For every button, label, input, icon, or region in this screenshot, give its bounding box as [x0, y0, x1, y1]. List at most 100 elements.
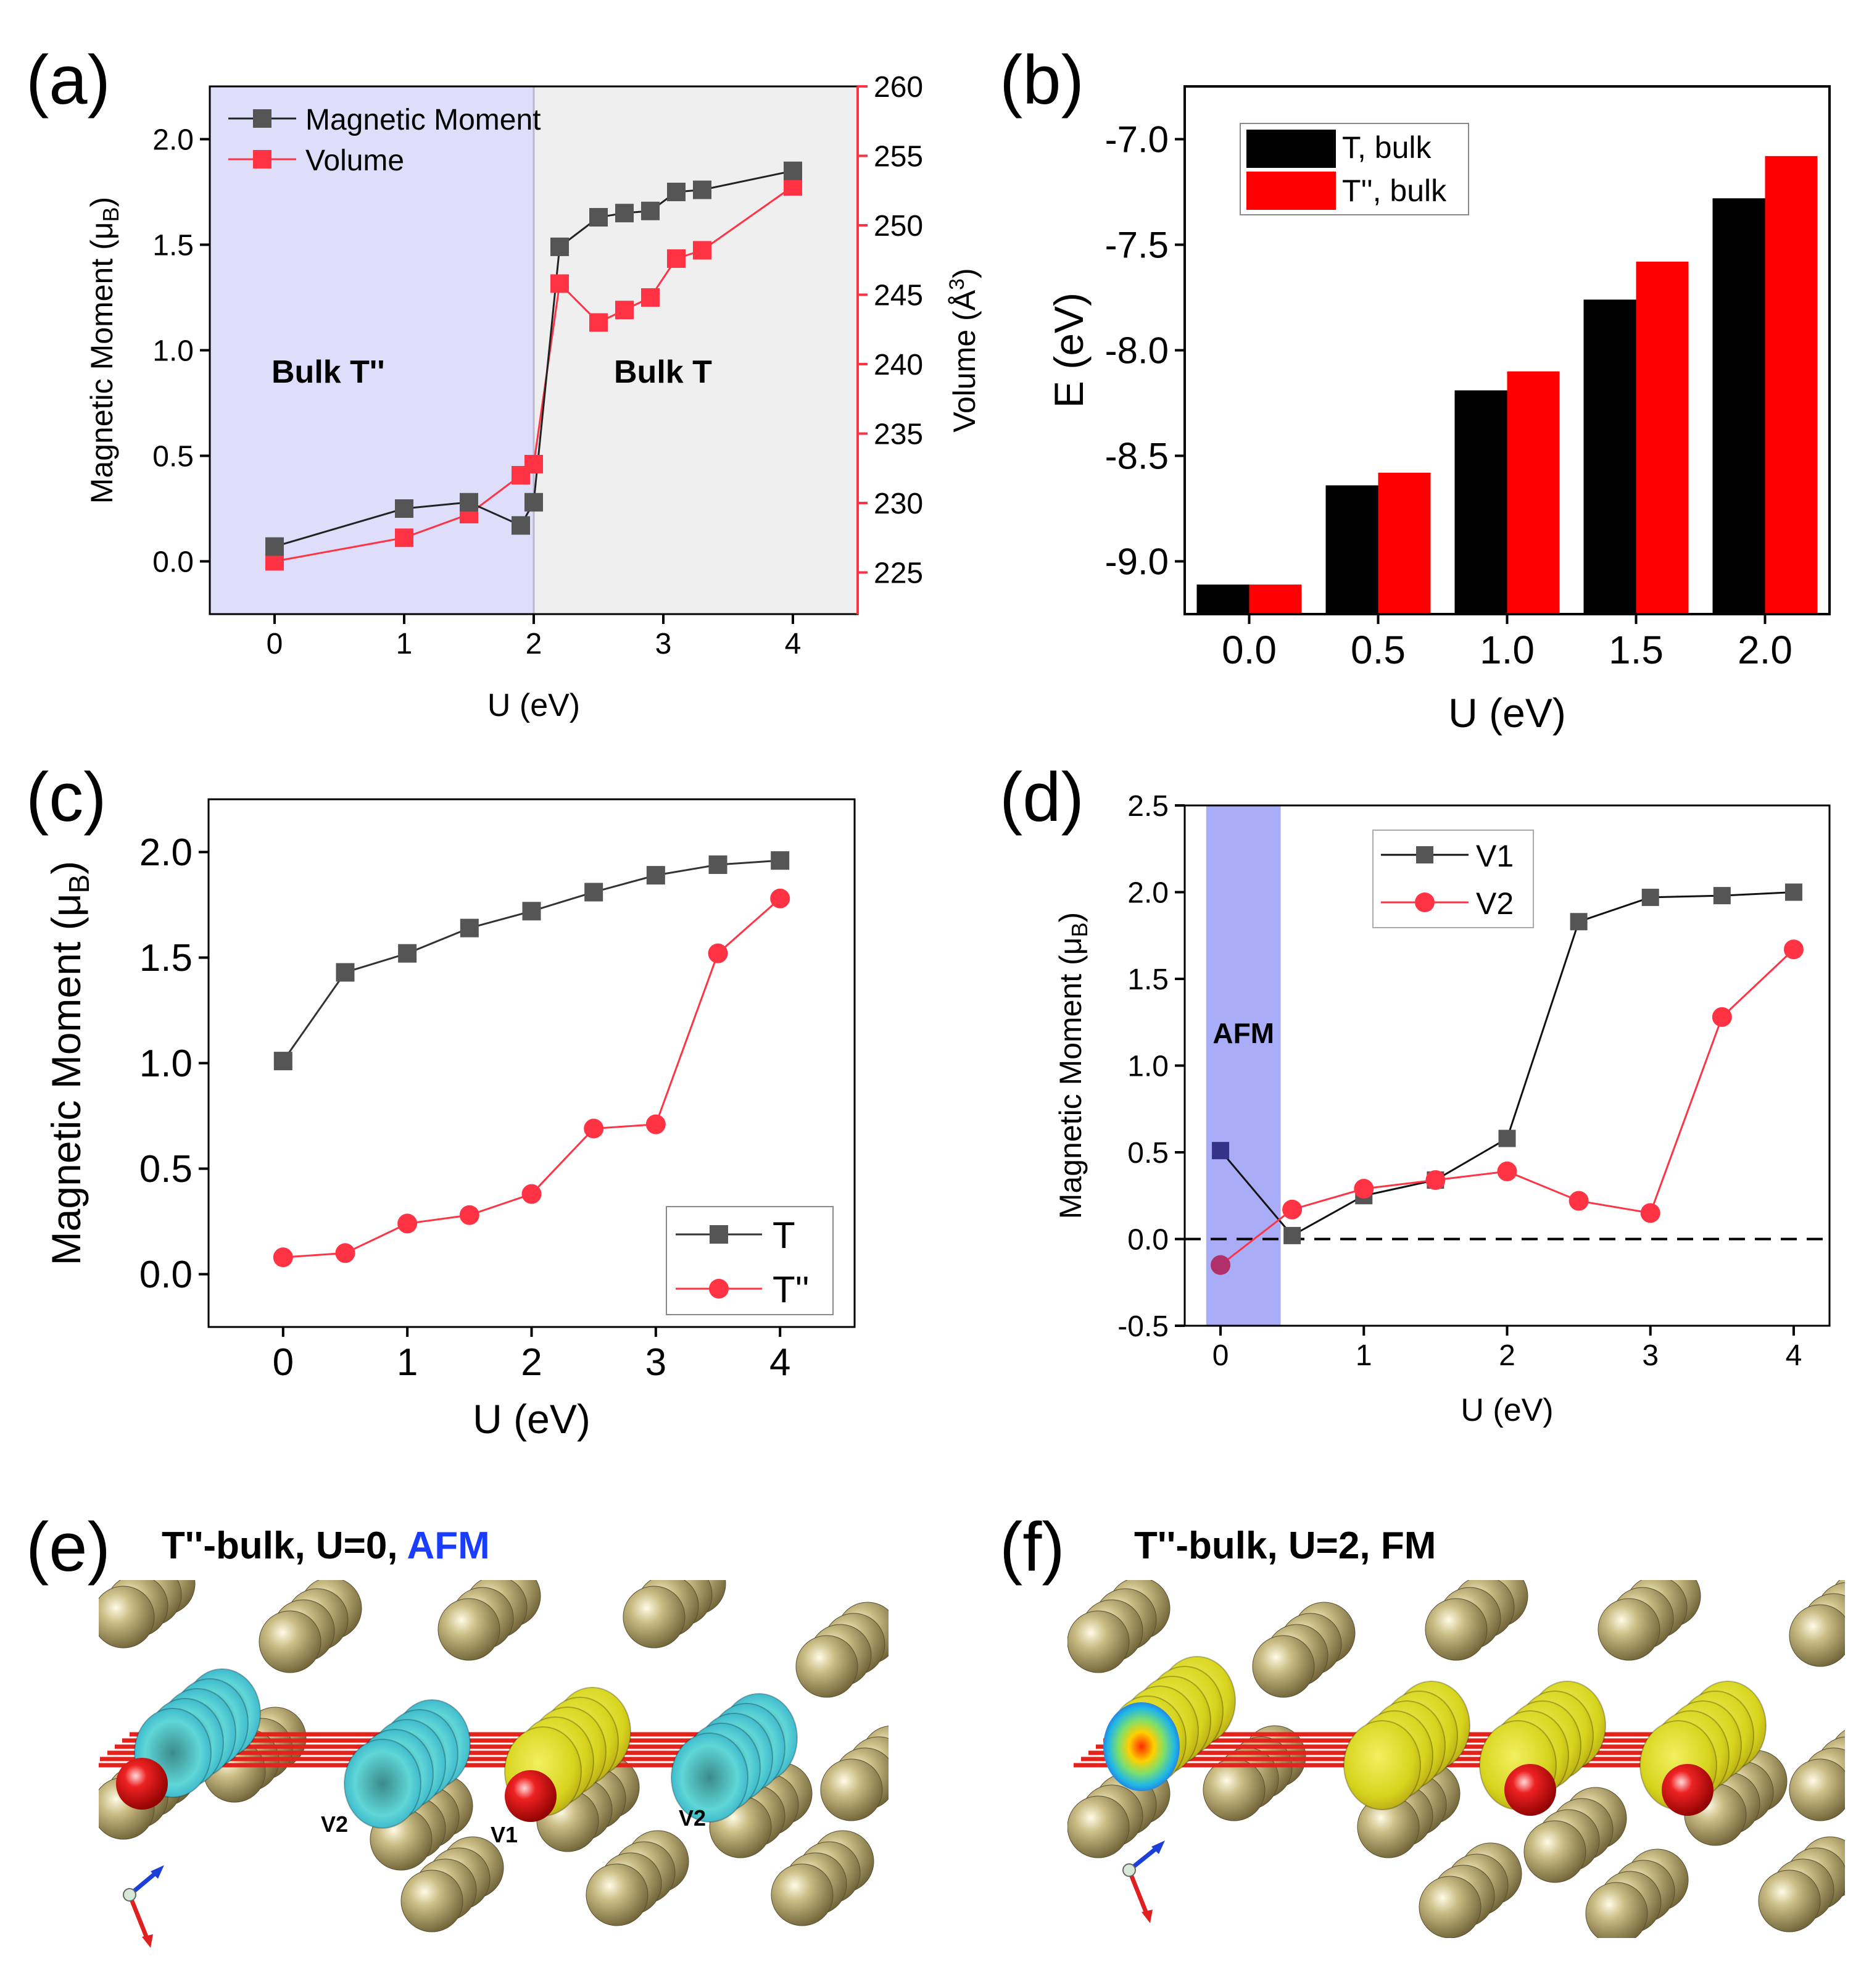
volume-point	[524, 455, 543, 473]
panel-f: (f) T''-bulk, U=2, FM	[1000, 1508, 1845, 1938]
series-tpp-point	[521, 1184, 542, 1204]
v-atom	[116, 1758, 168, 1810]
series-v1-point	[1570, 913, 1588, 931]
axis-c-arrowhead	[1151, 1840, 1165, 1854]
d-ytick-label: 1.5	[1127, 963, 1169, 996]
a-xtick-label: 4	[785, 628, 802, 660]
moment-point	[460, 493, 478, 512]
volume-point	[395, 528, 413, 547]
region-bulk-tpp	[210, 86, 534, 614]
legend-v2-text: V2	[1476, 886, 1514, 921]
se-atom-stack	[586, 1863, 649, 1926]
b-ytick-label: -7.5	[1105, 225, 1169, 266]
series-t-line	[282, 859, 781, 1062]
x-axis-label: U (eV)	[1461, 1392, 1553, 1428]
v-atom	[1504, 1764, 1556, 1816]
legend: T, bulk T'', bulk	[1240, 123, 1469, 215]
se-atom-stack	[259, 1610, 321, 1673]
panel-d-label: (d)	[1000, 759, 1084, 836]
d-xtick-label: 0	[1212, 1339, 1229, 1372]
a-ytick-label: 0.5	[152, 440, 194, 473]
panel-d: (d) AFM 0 1 2 3 4 -0.5 0.0 0.5 1.0 1.5 2.0 2.5 U (eV…	[1000, 759, 1831, 1428]
a-y2tick-label: 255	[874, 140, 923, 173]
se-atom-stack	[437, 1598, 500, 1661]
axis-c-arrowhead	[151, 1865, 164, 1879]
panel-e-title-afm: AFM	[407, 1524, 490, 1567]
moment-point	[615, 204, 634, 223]
d-xtick-label: 1	[1356, 1339, 1372, 1372]
legend-moment-text: Magnetic Moment	[305, 104, 541, 136]
a-y2tick-label: 225	[874, 557, 923, 589]
a-y2tick-label: 250	[874, 210, 923, 243]
v-atom	[1662, 1764, 1714, 1816]
bar-tpp-bulk	[1249, 584, 1302, 614]
legend-v1-text: V1	[1476, 839, 1514, 873]
panel-a-label: (a)	[26, 41, 110, 119]
se-atom-stack	[1425, 1598, 1488, 1661]
series-v2-point	[1211, 1255, 1231, 1275]
c-ytick-label: 1.0	[139, 1042, 193, 1085]
series-tpp-point	[645, 1114, 666, 1134]
y-axis-label: E (eV)	[1046, 293, 1092, 408]
volume-point	[550, 274, 569, 293]
series-tpp-point	[708, 943, 728, 963]
d-ytick-label: 2.5	[1127, 790, 1169, 823]
panel-f-structure	[1067, 1580, 1845, 1938]
panel-e-structure: V2 V1 V2	[99, 1580, 889, 1932]
moment-point	[395, 499, 413, 518]
series-v2-point	[1282, 1199, 1303, 1220]
series-v2-point	[1783, 939, 1804, 960]
d-ytick-label: 0.5	[1127, 1137, 1169, 1170]
legend: Magnetic Moment Volume	[228, 104, 541, 177]
se-atom-stack	[400, 1869, 463, 1932]
x-axis-label: U (eV)	[473, 1396, 591, 1442]
series-v1-point	[1283, 1226, 1301, 1244]
se-atom-stack	[1758, 1869, 1821, 1932]
c-ytick-label: 2.0	[139, 831, 193, 874]
panel-e: (e) T''-bulk, U=0, AFM V2 V1 V2	[26, 1508, 889, 1948]
y-axis-label: Magnetic Moment (μB)	[1053, 912, 1092, 1219]
d-xtick-label: 3	[1642, 1339, 1659, 1372]
series-tpp-point	[459, 1205, 479, 1225]
legend-box	[666, 1206, 834, 1315]
b-xtick-label: 1.0	[1480, 628, 1535, 672]
se-atom-stack	[1252, 1635, 1315, 1698]
series-v1-point	[1641, 888, 1659, 906]
se-atom-stack	[795, 1635, 858, 1698]
region-label-bulk-t: Bulk T	[614, 354, 712, 390]
bar-tpp-bulk	[1636, 261, 1689, 614]
series-v1-point	[1713, 887, 1731, 905]
bar-t-bulk	[1454, 390, 1507, 614]
moment-point	[265, 537, 284, 556]
axis-origin	[123, 1888, 136, 1902]
b-ytick-label: -9.0	[1105, 541, 1169, 583]
series-v2-point	[1569, 1191, 1589, 1211]
d-ytick-label: 1.0	[1127, 1050, 1169, 1083]
legend: T T''	[666, 1206, 834, 1315]
moment-point	[524, 493, 543, 512]
d-xtick-label: 2	[1499, 1339, 1515, 1372]
series-v2-point	[1712, 1007, 1732, 1027]
a-xtick-label: 2	[526, 628, 542, 660]
se-atom-stack	[1598, 1598, 1660, 1661]
d-ytick-label: 0.0	[1127, 1223, 1169, 1256]
v-atom	[505, 1770, 557, 1822]
a-ytick-label: 0.0	[152, 546, 194, 578]
series-t-point	[398, 944, 417, 963]
y2-axis-label: Volume (Å3)	[945, 268, 982, 432]
series-v1-line	[1219, 891, 1794, 1237]
a-y2tick-label: 230	[874, 488, 923, 520]
series-v2-line	[1220, 949, 1794, 1266]
series-t-point	[771, 851, 790, 870]
series-t-point	[273, 1052, 292, 1071]
legend-box	[1372, 830, 1534, 928]
se-atom-stack	[1789, 1758, 1845, 1821]
volume-point	[667, 249, 686, 268]
a-xtick-label: 1	[396, 628, 413, 660]
moment-point	[641, 201, 660, 220]
legend-t-text: T, bulk	[1342, 130, 1432, 165]
axis-a-arrow	[127, 1894, 151, 1942]
a-y2tick-label: 240	[874, 349, 923, 381]
b-xtick-label: 0.0	[1222, 628, 1277, 672]
legend-tpp-text: T'', bulk	[1342, 173, 1447, 208]
